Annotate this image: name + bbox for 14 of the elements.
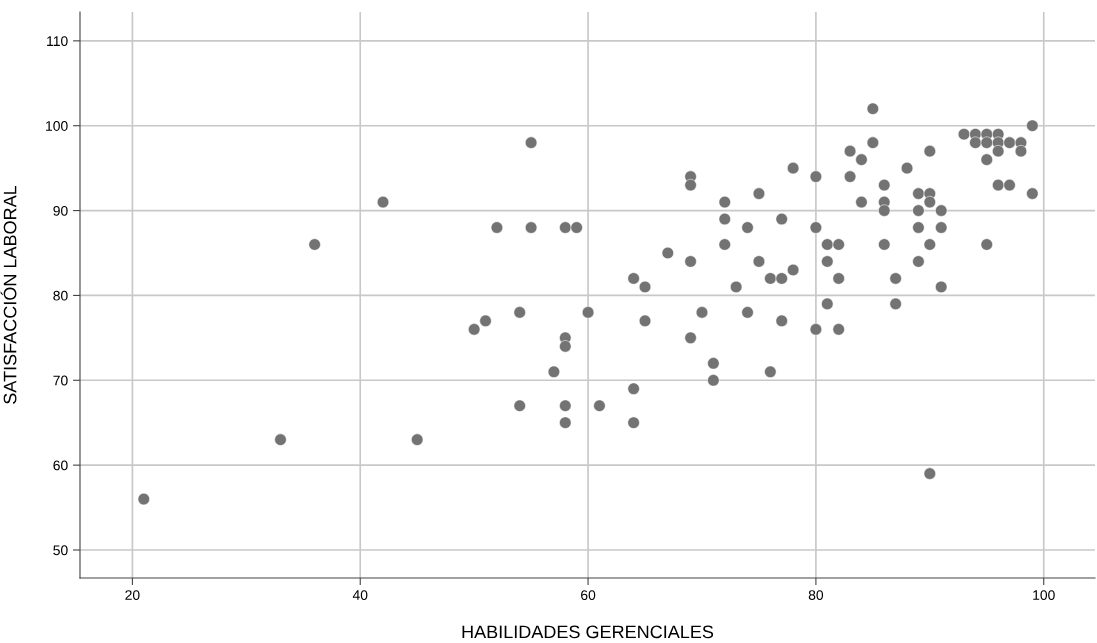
y-tick-label: 100	[46, 121, 68, 131]
x-tick-label: 20	[125, 590, 140, 601]
x-tick-label: 40	[352, 590, 368, 601]
y-tick-label: 50	[53, 545, 68, 556]
x-tick-label: 60	[581, 590, 596, 601]
y-tick-label: 80	[53, 290, 68, 301]
y-tick-label: 110	[47, 36, 68, 47]
y-tick-label: 90	[53, 205, 68, 216]
y-tick-label: 60	[53, 460, 68, 471]
x-tick-label: 80	[808, 590, 824, 601]
y-axis-title: SATISFACCIÓN LABORAL	[0, 185, 17, 404]
x-tick-label: 100	[1033, 590, 1055, 601]
y-tick-label: 70	[53, 375, 68, 386]
x-axis-title: HABILIDADES GERENCIALES	[462, 625, 714, 639]
